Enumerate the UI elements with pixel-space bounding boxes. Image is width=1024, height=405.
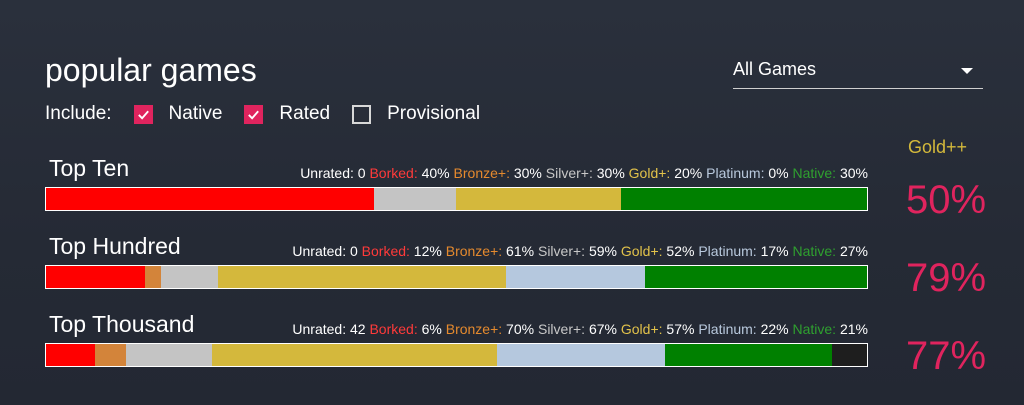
bar-segment-gold xyxy=(456,188,621,210)
platinum-stat-value: 22% xyxy=(756,321,793,337)
native-stat-label: Native: xyxy=(792,243,837,259)
bar-segment-platinum xyxy=(505,266,646,288)
native-label: Native xyxy=(168,103,223,124)
native-stat-value: 30% xyxy=(836,165,868,181)
bar-segment-native xyxy=(620,188,867,210)
gold-stat-value: 20% xyxy=(670,165,707,181)
bar-segment-borked xyxy=(46,266,145,288)
row-title: Top Thousand xyxy=(49,311,195,337)
silver-stat-label: Silver+: xyxy=(545,165,593,181)
bar-segment-native xyxy=(664,344,832,366)
gold-pct-top-ten: 50% xyxy=(906,178,987,222)
native-stat-label: Native: xyxy=(792,321,837,337)
borked-stat-label: Borked: xyxy=(361,243,410,259)
row-title: Top Ten xyxy=(49,155,130,181)
gold-stat-label: Gold+: xyxy=(628,165,671,181)
gold-pct-top-hundred: 79% xyxy=(906,256,987,300)
gold-pct-top-thousand: 77% xyxy=(906,334,987,378)
silver-stat-label: Silver+: xyxy=(537,243,586,259)
row-title: Top Hundred xyxy=(49,233,181,259)
bar-segment-unrated xyxy=(831,344,867,366)
bar-segment-borked xyxy=(46,344,96,366)
silver-stat-value: 67% xyxy=(585,321,621,337)
silver-stat-value: 30% xyxy=(592,165,629,181)
checkbox-checked-icon[interactable] xyxy=(244,104,264,124)
unrated-stat-value: 42 xyxy=(346,321,370,337)
silver-stat-value: 59% xyxy=(585,243,621,259)
bar-segment-silver xyxy=(374,188,457,210)
unrated-stat-label: Unrated: xyxy=(292,321,347,337)
bronze-stat-label: Bronze+: xyxy=(445,243,503,259)
borked-stat-label: Borked: xyxy=(369,321,418,337)
bar-segment-platinum xyxy=(496,344,665,366)
platinum-stat-label: Platinum: xyxy=(706,165,765,181)
rating-bar xyxy=(45,265,868,289)
bar-segment-borked xyxy=(46,188,375,210)
page-title: popular games xyxy=(45,52,257,88)
gold-plus-header: Gold++ xyxy=(908,137,968,157)
bar-segment-bronze xyxy=(144,266,161,288)
bronze-stat-label: Bronze+: xyxy=(453,165,510,181)
gold-stat-value: 57% xyxy=(662,321,699,337)
rating-bar xyxy=(45,187,868,211)
borked-stat-label: Borked: xyxy=(369,165,418,181)
bronze-stat-value: 30% xyxy=(509,165,546,181)
platinum-stat-value: 17% xyxy=(756,243,793,259)
checkmark-icon xyxy=(137,110,149,120)
game-filter-value: All Games xyxy=(733,59,817,79)
gold-stat-label: Gold+: xyxy=(620,243,663,259)
game-filter-select[interactable]: All Games xyxy=(733,55,983,89)
bar-segment-gold xyxy=(218,266,506,288)
row-stats: Unrated: 42 Borked: 6% Bronze+: 70% Silv… xyxy=(292,321,868,337)
borked-stat-value: 12% xyxy=(409,243,446,259)
native-stat-label: Native: xyxy=(792,165,837,181)
include-label: Include: xyxy=(45,103,112,124)
bronze-stat-label: Bronze+: xyxy=(445,321,503,337)
bar-segment-native xyxy=(645,266,867,288)
silver-stat-label: Silver+: xyxy=(537,321,586,337)
unrated-stat-label: Unrated: xyxy=(292,243,347,259)
checkbox-unchecked-icon[interactable] xyxy=(352,104,372,124)
rated-label: Rated xyxy=(279,103,331,124)
caret-down-icon xyxy=(961,68,973,74)
platinum-stat-value: 0% xyxy=(764,165,793,181)
borked-stat-value: 40% xyxy=(417,165,454,181)
include-filters: Include: Native Rated Provisional xyxy=(45,100,502,128)
unrated-stat-label: Unrated: xyxy=(300,165,354,181)
bronze-stat-value: 61% xyxy=(502,243,538,259)
provisional-label: Provisional xyxy=(387,103,481,124)
native-stat-value: 21% xyxy=(836,321,868,337)
unrated-stat-value: 0 xyxy=(353,165,370,181)
provisional-checkbox[interactable]: Provisional xyxy=(352,103,480,125)
bronze-stat-value: 70% xyxy=(502,321,538,337)
native-checkbox[interactable]: Native xyxy=(133,103,223,125)
platinum-stat-label: Platinum: xyxy=(698,243,757,259)
bar-segment-silver xyxy=(160,266,219,288)
borked-stat-value: 6% xyxy=(417,321,446,337)
native-stat-value: 27% xyxy=(836,243,868,259)
rated-checkbox[interactable]: Rated xyxy=(244,103,330,125)
unrated-stat-value: 0 xyxy=(346,243,362,259)
row-stats: Unrated: 0 Borked: 12% Bronze+: 61% Silv… xyxy=(292,243,868,259)
bar-segment-bronze xyxy=(95,344,127,366)
gold-stat-value: 52% xyxy=(662,243,699,259)
bar-segment-silver xyxy=(126,344,212,366)
gold-stat-label: Gold+: xyxy=(620,321,663,337)
bar-segment-gold xyxy=(211,344,497,366)
platinum-stat-label: Platinum: xyxy=(698,321,757,337)
row-stats: Unrated: 0 Borked: 40% Bronze+: 30% Silv… xyxy=(300,165,868,181)
checkmark-icon xyxy=(248,110,260,120)
checkbox-checked-icon[interactable] xyxy=(133,104,153,124)
rating-bar xyxy=(45,343,868,367)
